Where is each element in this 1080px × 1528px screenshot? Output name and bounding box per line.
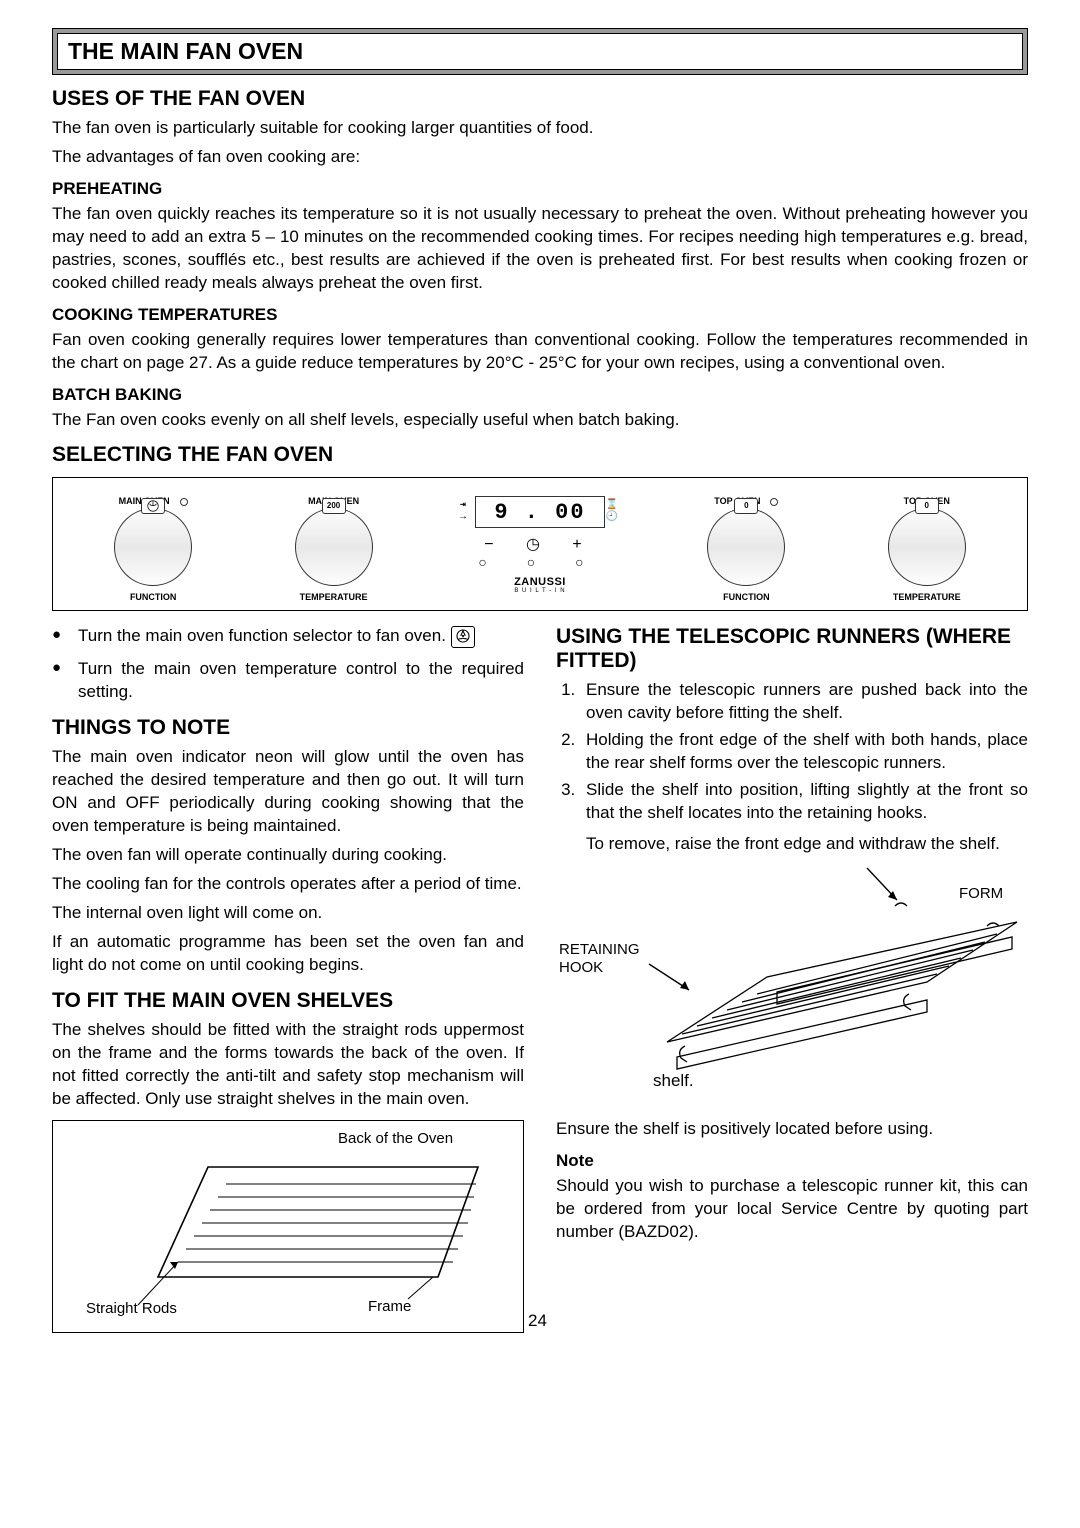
control-panel-figure: MAIN OVEN FUNCTION MAIN OVEN 200 TEMPERA…	[52, 477, 1028, 611]
knob2-bot: TEMPERATURE	[295, 592, 373, 602]
note-body: Should you wish to purchase a telescopic…	[556, 1175, 1028, 1244]
batch-heading: BATCH BAKING	[52, 385, 1028, 405]
fig-frame-label: Frame	[368, 1298, 411, 1315]
fig-form-label: FORM	[959, 885, 1003, 902]
preheating-body: The fan oven quickly reaches its tempera…	[52, 203, 1028, 295]
clock-display-unit: ⇥→ 9 . 00 ⌛🕘 − ◷ + ○ ○ ○ ZANUSSI B U I L…	[475, 496, 605, 594]
selecting-heading: SELECTING THE FAN OVEN	[52, 443, 1028, 467]
tele-step-2: Holding the front edge of the shelf with…	[580, 729, 1028, 775]
preheating-heading: PREHEATING	[52, 179, 1028, 199]
runner-diagram-icon: FORM RETAINING HOOK	[556, 862, 1028, 1092]
things-p5: If an automatic programme has been set t…	[52, 931, 524, 977]
brand-label: ZANUSSI	[475, 576, 605, 588]
clock-display: ⇥→ 9 . 00 ⌛🕘	[475, 496, 605, 528]
clock-time: 9 . 00	[494, 500, 585, 525]
telescopic-heading: USING THE TELESCOPIC RUNNERS (WHERE FITT…	[556, 625, 1028, 673]
right-column: USING THE TELESCOPIC RUNNERS (WHERE FITT…	[556, 625, 1028, 1333]
knob2-dial: 200	[322, 498, 346, 514]
title-bar: THE MAIN FAN OVEN	[52, 28, 1028, 75]
left-column: Turn the main oven function selector to …	[52, 625, 524, 1333]
top-oven-function-knob: TOP OVEN 0 FUNCTION	[707, 496, 785, 602]
fit-heading: TO FIT THE MAIN OVEN SHELVES	[52, 989, 524, 1013]
knob3-bot: FUNCTION	[707, 592, 785, 602]
select-bullet-2: Turn the main oven temperature control t…	[52, 658, 524, 704]
knob1-bot: FUNCTION	[114, 592, 192, 602]
fig-hook-label-1: RETAINING	[559, 941, 640, 958]
clock-arrows-left-icon: ⇥→	[460, 500, 468, 524]
things-heading: THINGS TO NOTE	[52, 716, 524, 740]
things-p3: The cooling fan for the controls operate…	[52, 873, 524, 896]
tele-remove: To remove, raise the front edge and with…	[586, 833, 1028, 856]
telescopic-steps: Ensure the telescopic runners are pushed…	[556, 679, 1028, 825]
cookingtemp-body: Fan oven cooking generally requires lowe…	[52, 329, 1028, 375]
note-heading: Note	[556, 1151, 1028, 1171]
select-bullet-1: Turn the main oven function selector to …	[52, 625, 524, 648]
top-oven-temp-knob: TOP OVEN 0 TEMPERATURE	[888, 496, 966, 602]
uses-heading: USES OF THE FAN OVEN	[52, 87, 1028, 111]
fig-back-label: Back of the Oven	[338, 1130, 453, 1147]
knob1-dial	[141, 498, 165, 514]
cookingtemp-heading: COOKING TEMPERATURES	[52, 305, 1028, 325]
tele-step-1: Ensure the telescopic runners are pushed…	[580, 679, 1028, 725]
shelf-figure: Back of the Oven Frame	[52, 1120, 524, 1333]
clock-buttons-row: − ◷ +	[475, 534, 605, 554]
fig-shelf-word: shelf.	[653, 1071, 694, 1090]
fan-oven-icon	[451, 626, 475, 648]
tele-ensure: Ensure the shelf is positively located b…	[556, 1118, 1028, 1141]
batch-body: The Fan oven cooks evenly on all shelf l…	[52, 409, 1028, 432]
select-bullet-1-text: Turn the main oven function selector to …	[78, 626, 446, 645]
runner-figure: FORM RETAINING HOOK	[556, 862, 1028, 1092]
fig-hook-label-2: HOOK	[559, 959, 603, 976]
uses-p2: The advantages of fan oven cooking are:	[52, 146, 1028, 169]
page-title: THE MAIN FAN OVEN	[57, 33, 1023, 70]
shelf-diagram-icon: Back of the Oven Frame	[78, 1127, 498, 1317]
page-number: 24	[528, 1311, 1028, 1331]
clock-circles-row: ○ ○ ○	[475, 554, 605, 570]
things-p4: The internal oven light will come on.	[52, 902, 524, 925]
tele-step-3: Slide the shelf into position, lifting s…	[580, 779, 1028, 825]
uses-p1: The fan oven is particularly suitable fo…	[52, 117, 1028, 140]
indicator-led-icon	[770, 498, 778, 506]
fig-rods-label: Straight Rods	[86, 1300, 177, 1317]
clock-icons-right-icon: ⌛🕘	[606, 500, 620, 524]
knob4-dial: 0	[915, 498, 939, 514]
brand-sublabel: B U I L T - I N	[475, 588, 605, 594]
two-column-layout: Turn the main oven function selector to …	[52, 625, 1028, 1333]
things-p1: The main oven indicator neon will glow u…	[52, 746, 524, 838]
things-p2: The oven fan will operate continually du…	[52, 844, 524, 867]
page: THE MAIN FAN OVEN USES OF THE FAN OVEN T…	[0, 0, 1080, 1351]
fit-body: The shelves should be fitted with the st…	[52, 1019, 524, 1111]
main-oven-temp-knob: MAIN OVEN 200 TEMPERATURE	[295, 496, 373, 602]
knob4-bot: TEMPERATURE	[888, 592, 966, 602]
main-oven-function-knob: MAIN OVEN FUNCTION	[114, 496, 192, 602]
selection-steps-list: Turn the main oven function selector to …	[52, 625, 524, 704]
knob3-dial: 0	[734, 498, 758, 514]
indicator-led-icon	[180, 498, 188, 506]
